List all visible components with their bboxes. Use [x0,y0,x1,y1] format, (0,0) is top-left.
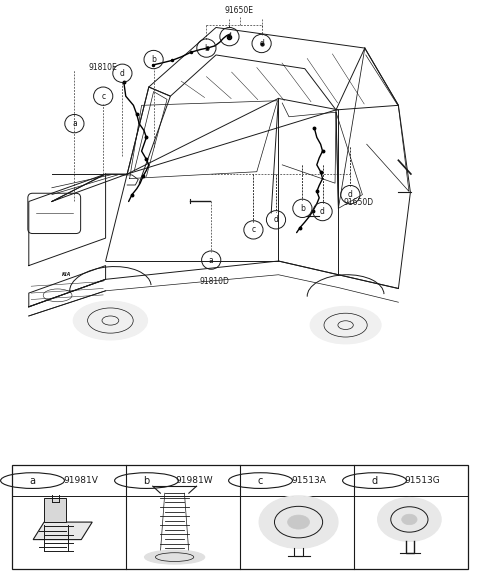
Text: 91513G: 91513G [405,476,440,485]
Text: d: d [259,39,264,48]
Text: d: d [120,69,125,78]
Bar [12,465,468,569]
Text: b: b [300,204,305,213]
Text: 91513A: 91513A [291,476,326,485]
Text: 91650D: 91650D [343,198,373,207]
Text: c: c [101,92,105,101]
Text: d: d [348,190,353,199]
Polygon shape [44,498,66,522]
Text: c: c [258,476,263,486]
Ellipse shape [144,550,204,564]
Text: 91981V: 91981V [63,476,98,485]
Polygon shape [33,522,92,540]
Text: d: d [372,476,378,486]
Ellipse shape [73,301,148,340]
Text: a: a [72,119,77,128]
Text: KIA: KIA [61,272,71,277]
Text: 91981W: 91981W [176,476,213,485]
Ellipse shape [402,514,417,525]
Ellipse shape [310,306,381,344]
Text: a: a [209,256,214,264]
Ellipse shape [259,496,338,548]
Text: d: d [320,207,325,216]
Text: b: b [204,44,209,52]
Text: b: b [151,55,156,64]
Text: d: d [274,215,278,224]
Text: 91810E: 91810E [89,63,118,73]
Text: a: a [30,476,36,486]
Text: 91810D: 91810D [199,277,229,286]
Ellipse shape [288,515,310,529]
Text: 91650E: 91650E [225,6,253,14]
Ellipse shape [378,498,441,541]
Text: b: b [144,476,150,486]
Text: c: c [252,225,255,234]
Text: d: d [227,32,232,41]
